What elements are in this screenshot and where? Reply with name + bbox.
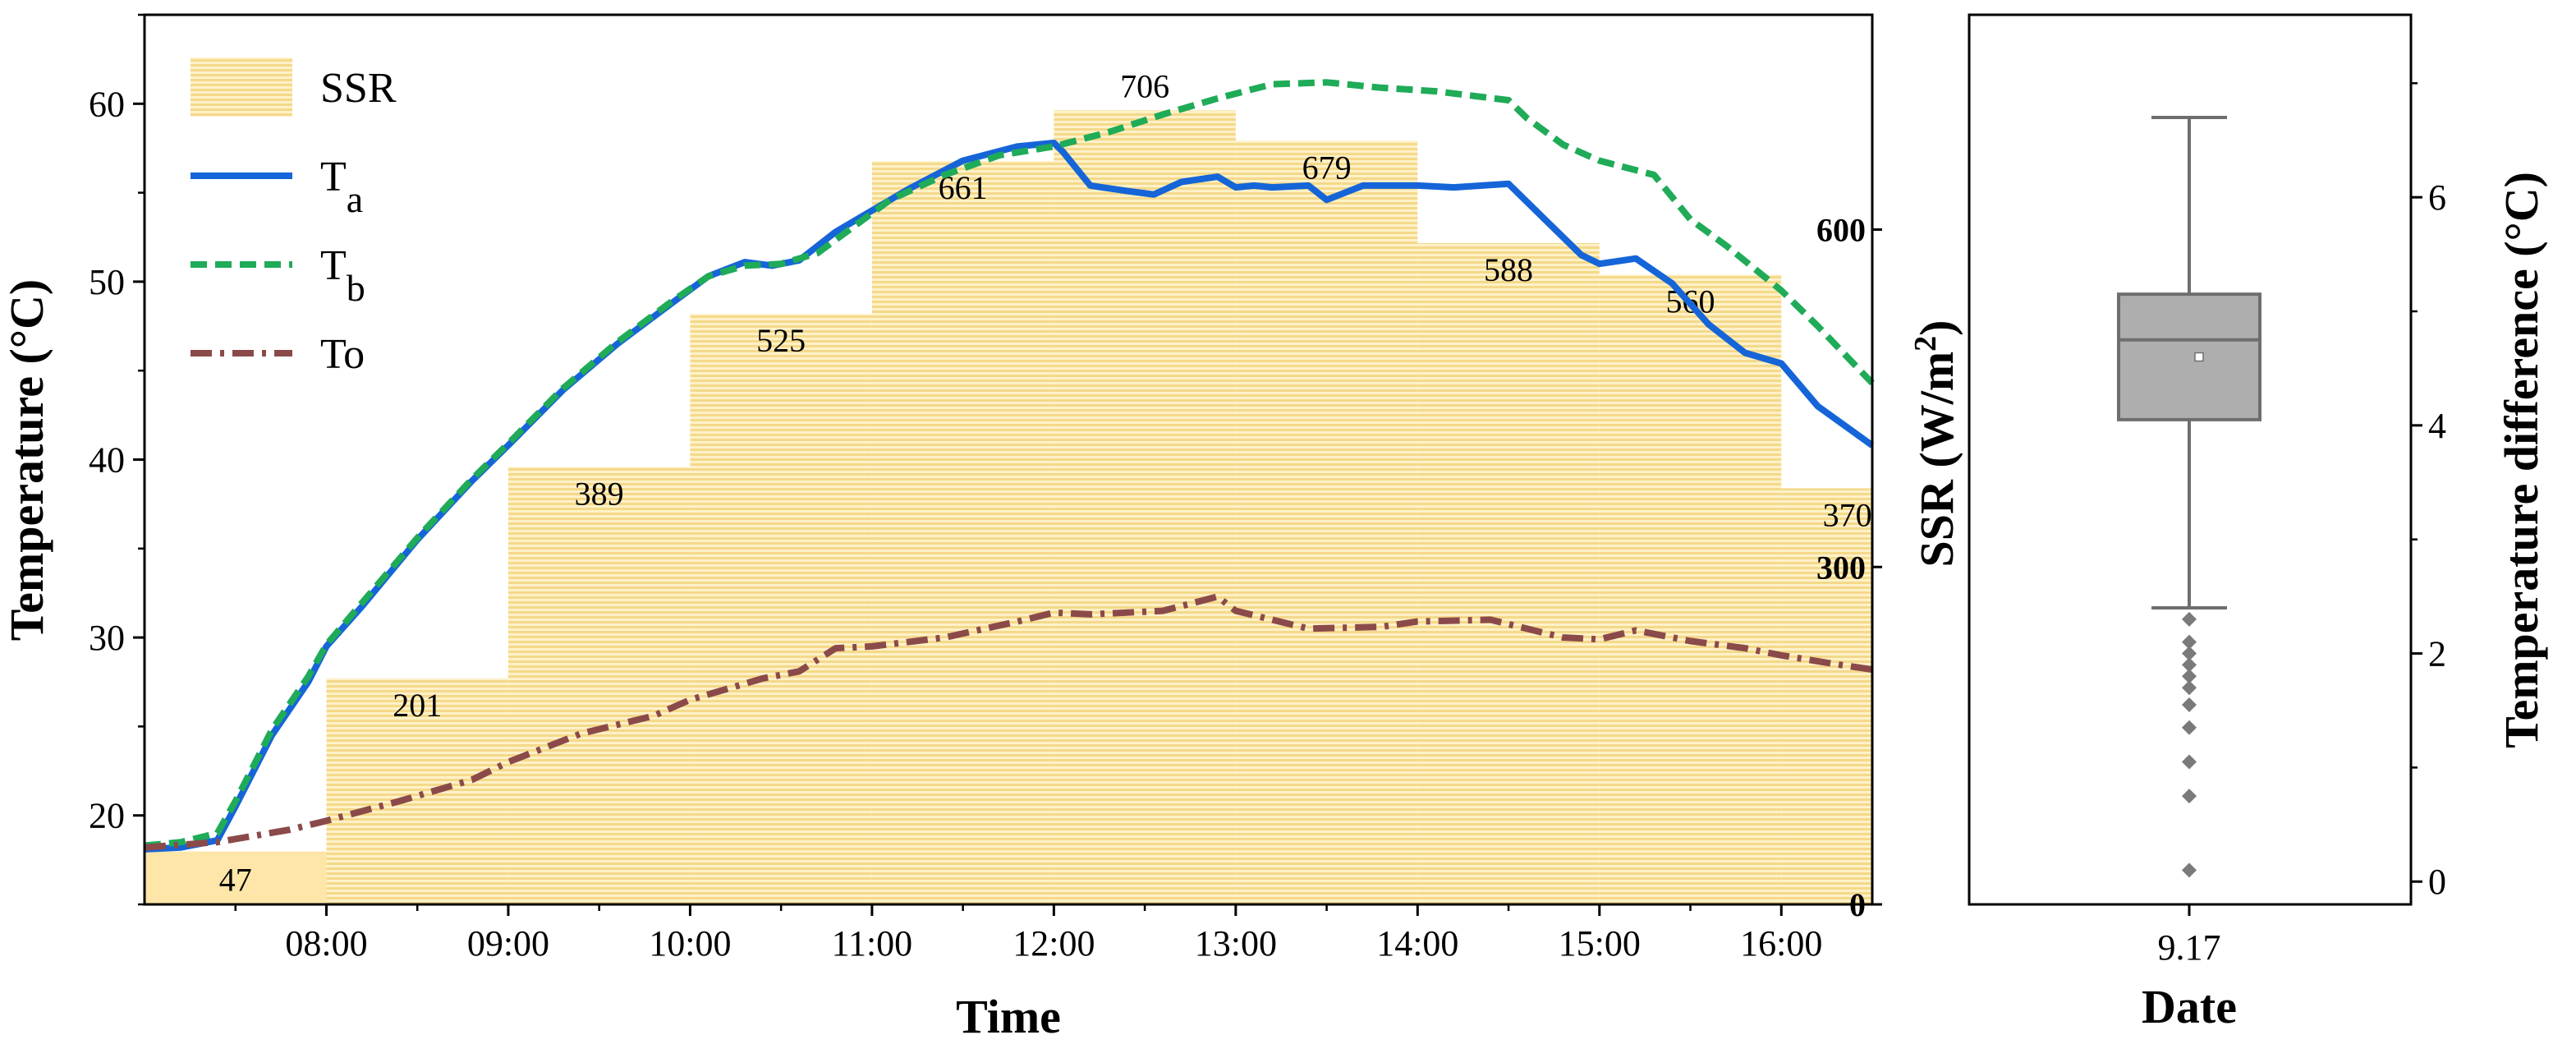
- boxplot-chart: 0 2 4 6 9.17 Date Temperature difference (°…: [1968, 13, 2548, 1033]
- box-x-axis-title: Date: [2142, 980, 2237, 1033]
- y2-axis-title-main: SSR (W/m: [1910, 352, 1963, 568]
- y-tick-label: 60: [89, 84, 125, 124]
- series-lines: [144, 79, 1875, 853]
- box-outlier: [2182, 680, 2197, 696]
- y2-tick-label: 600: [1816, 212, 1866, 249]
- ssr-bar: [1417, 242, 1600, 904]
- legend-label-to: To: [320, 331, 365, 378]
- box-iqr: [2117, 292, 2261, 421]
- y-ticks: 20 30 40 50 60: [89, 13, 145, 906]
- box-outlier: [2182, 669, 2197, 684]
- legend-label-ssr: SSR: [320, 65, 397, 112]
- box-mean-marker: [2194, 352, 2204, 362]
- y-tick-label: 40: [89, 440, 125, 481]
- x-tick-label: 15:00: [1559, 923, 1641, 964]
- ssr-bar-label: 706: [1120, 67, 1169, 104]
- legend-label-ta: Ta: [320, 154, 363, 220]
- legend-label-main: T: [320, 242, 347, 289]
- ssr-bar-label: 47: [219, 862, 252, 899]
- x-tick-label: 16:00: [1740, 923, 1822, 964]
- series-line-to: [144, 593, 1873, 851]
- legend-label-main: SSR: [320, 65, 397, 112]
- series-line-tb: [144, 79, 1875, 849]
- y2-tick-label: 0: [1849, 886, 1866, 923]
- ssr-bar-label: 370: [1823, 496, 1872, 533]
- box-y-tick-label: 0: [2428, 862, 2446, 902]
- box-outlier: [2182, 646, 2197, 661]
- x-tick-label: 14:00: [1376, 923, 1458, 964]
- ssr-bar: [1781, 488, 1872, 904]
- box-y-tick-label: 4: [2428, 406, 2446, 446]
- box-outlier: [2182, 634, 2197, 650]
- y2-axis-title-close: ): [1910, 320, 1963, 336]
- box-outlier: [2182, 720, 2197, 735]
- legend-swatch-ssr: [191, 58, 292, 117]
- y2-axis-title-sup: 2: [1908, 336, 1943, 352]
- box-outlier: [2182, 862, 2197, 878]
- box-y-ticks: 0 2 4 6: [2411, 82, 2446, 902]
- ssr-bar: [1599, 274, 1782, 905]
- box-y-tick-label: 6: [2428, 177, 2446, 218]
- x-tick-label: 10:00: [649, 923, 731, 964]
- y2-tick-label: 300: [1816, 549, 1866, 586]
- legend-label-sub: b: [347, 267, 365, 309]
- legend-label-main: T: [320, 154, 347, 200]
- y-axis-title: Temperature (°C): [0, 279, 53, 641]
- box-y-axis-title: Temperature difference (°C): [2495, 172, 2548, 748]
- box-outlier: [2182, 789, 2197, 804]
- y2-ticks: 0 300 600: [1816, 212, 1882, 923]
- y-tick-label: 20: [89, 796, 125, 836]
- ssr-bar: [871, 160, 1054, 905]
- y-tick-label: 50: [89, 262, 125, 302]
- legend-label-tb: Tb: [320, 242, 365, 309]
- ssr-bar: [326, 678, 508, 904]
- x-tick-label: 11:00: [832, 923, 913, 964]
- y-tick-label: 30: [89, 618, 125, 658]
- y2-axis-title: SSR (W/m2): [1908, 320, 1963, 568]
- box-outlier: [2182, 754, 2197, 770]
- ssr-bars: [145, 110, 1872, 905]
- ssr-bar: [507, 467, 691, 904]
- box-y-tick-label: 2: [2428, 634, 2446, 674]
- box-outlier: [2182, 697, 2197, 713]
- x-tick-label: 13:00: [1195, 923, 1277, 964]
- legend-label-main: To: [320, 331, 365, 378]
- x-tick-label: 08:00: [285, 923, 367, 964]
- ssr-bar: [1054, 110, 1236, 905]
- ssr-bar: [690, 314, 872, 904]
- box-outlier: [2182, 611, 2197, 627]
- ssr-bar: [1235, 140, 1418, 904]
- box-outlier: [2182, 657, 2197, 673]
- x-tick-label: 12:00: [1012, 923, 1095, 964]
- x-ticks: 08:00 09:00 10:00 11:00 12:00 13:00 14:00 15:00…: [234, 904, 1822, 964]
- x-axis-title: Time: [956, 990, 1061, 1043]
- ssr-bar-label: 588: [1484, 251, 1533, 288]
- legend-label-sub: a: [347, 178, 363, 220]
- box-group: [2117, 115, 2261, 878]
- x-tick-label: 09:00: [467, 923, 549, 964]
- ssr-bar-label: 389: [575, 475, 624, 512]
- ssr-bar-label: 201: [393, 687, 442, 724]
- ssr-bar: [145, 851, 327, 904]
- ssr-bar-label: 525: [756, 322, 806, 359]
- ssr-bar-label: 679: [1302, 149, 1352, 186]
- box-category-label: 9.17: [2158, 927, 2221, 968]
